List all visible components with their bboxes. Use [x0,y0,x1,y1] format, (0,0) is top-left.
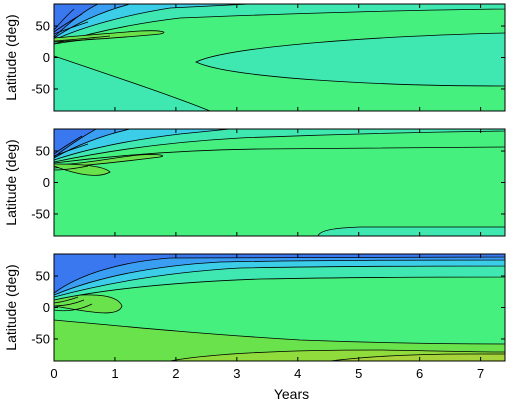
panel-3-contour-fill [54,254,505,361]
xtick-label: 6 [416,366,423,381]
xtick-label: 5 [355,366,362,381]
panel-3-ytick-label: 50 [36,269,50,284]
xtick-label: 1 [111,366,118,381]
panel-2-ytick-label: 0 [43,175,50,190]
panel-2-contour-fill [54,129,505,236]
panel-2-ytick-label: 50 [36,144,50,159]
panel-1-ylabel: Latitude (deg) [3,14,19,100]
xtick-label: 7 [477,366,484,381]
panel-2-ylabel: Latitude (deg) [3,139,19,225]
xtick-label: 0 [50,366,57,381]
panel-2-ytick-label: -50 [31,206,50,221]
panel-1-ytick-label: 0 [43,50,50,65]
xlabel: Years [274,386,309,402]
xtick-label: 4 [294,366,301,381]
panel-1 [53,3,506,112]
panel-3-ytick-label: -50 [31,331,50,346]
panel-3-ytick-label: 0 [43,300,50,315]
panel-3-ylabel: Latitude (deg) [3,264,19,350]
panel-3 [53,253,506,362]
panel-1-ytick-label: 50 [36,19,50,34]
panel-2 [53,128,506,237]
xtick-label: 3 [233,366,240,381]
panel-1-ytick-label: -50 [31,81,50,96]
xtick-label: 2 [172,366,179,381]
panel-1-contour-fill [54,4,505,111]
